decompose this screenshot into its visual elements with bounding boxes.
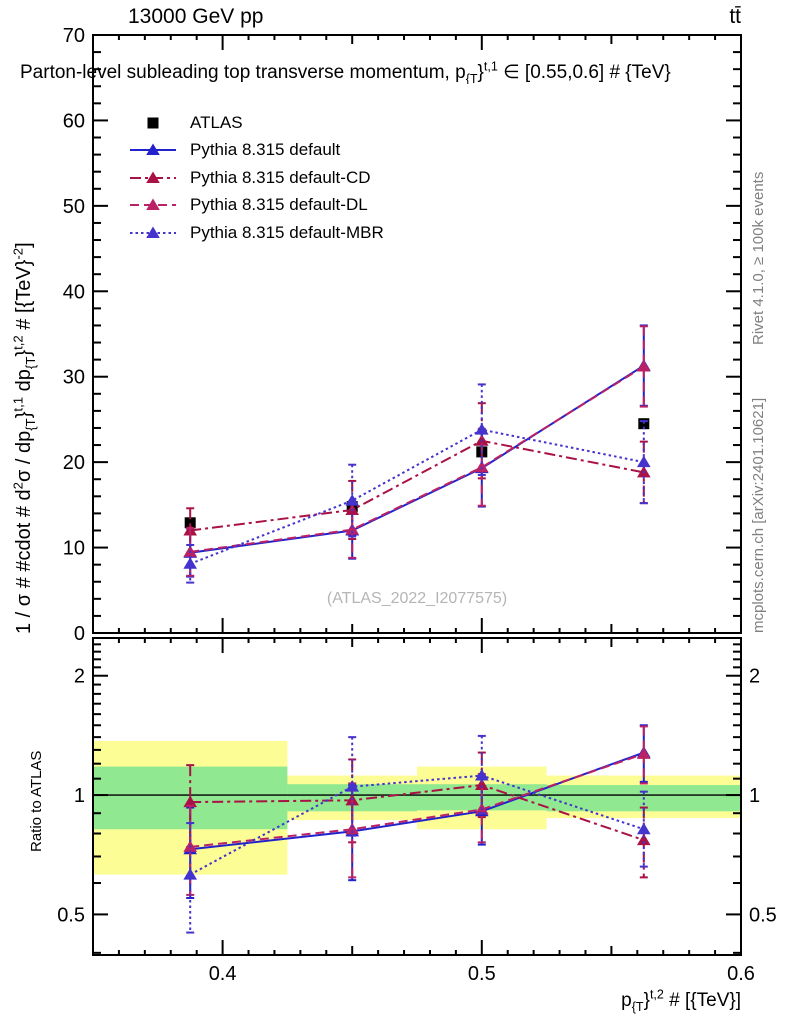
label-segment: # [{TeV} bbox=[13, 259, 35, 336]
analysis-watermark: (ATLAS_2022_I2077575) bbox=[326, 590, 508, 607]
data-point-triangle bbox=[475, 423, 489, 435]
label-segment: dp bbox=[13, 369, 35, 397]
data-point-triangle bbox=[345, 523, 359, 535]
label-segment: 2 bbox=[10, 481, 26, 490]
mcplots-reference-note: mcplots.cern.ch [arXiv:2401.10621] bbox=[750, 397, 767, 633]
data-point-triangle bbox=[637, 747, 651, 759]
triangle-marker-icon bbox=[130, 198, 176, 211]
plot-title: Parton-level subleading top transverse m… bbox=[20, 61, 786, 84]
label-segment: Parton-level subleading top transverse m… bbox=[20, 62, 466, 83]
y-tick-label: 70 bbox=[63, 25, 85, 47]
legend-item: Pythia 8.315 default-MBR bbox=[128, 219, 384, 247]
rivet-version-note: Rivet 4.1.0, ≥ 100k events bbox=[750, 171, 767, 345]
data-point-triangle bbox=[183, 557, 197, 569]
label-segment: t,1 bbox=[10, 396, 26, 412]
x-tick-label: 0.6 bbox=[727, 963, 755, 985]
legend-item: Pythia 8.315 default-DL bbox=[128, 192, 384, 220]
legend-label: ATLAS bbox=[190, 112, 243, 132]
legend-label: Pythia 8.315 default-MBR bbox=[190, 222, 384, 242]
ratio-tick-label-right: 1 bbox=[749, 785, 760, 807]
data-point-triangle bbox=[183, 868, 197, 880]
data-point-triangle bbox=[637, 822, 651, 835]
label-segment: p bbox=[621, 990, 632, 1011]
label-segment: } bbox=[643, 990, 650, 1011]
label-segment: t,2 bbox=[649, 987, 664, 1002]
label-segment: } bbox=[477, 62, 484, 83]
legend-label: Pythia 8.315 default-DL bbox=[190, 195, 368, 215]
label-segment: ] bbox=[13, 242, 35, 248]
main-y-axis-label: 1 / σ # #cdot # d2σ / dp{T}t,1 dp{T}t,2 … bbox=[10, 242, 38, 634]
data-point-triangle bbox=[475, 778, 489, 791]
data-point-triangle bbox=[637, 455, 651, 468]
label-segment: ∈ [0.55,0.6] # {TeV} bbox=[497, 62, 671, 83]
y-tick-label: 20 bbox=[63, 452, 85, 474]
series-main-pythia-8-315-default-cd bbox=[183, 402, 651, 554]
data-point-triangle bbox=[345, 780, 359, 792]
legend-label: Pythia 8.315 default-CD bbox=[190, 167, 371, 187]
data-point-square bbox=[638, 418, 650, 430]
triangle-marker-icon bbox=[130, 143, 176, 156]
label-segment: } bbox=[13, 349, 35, 357]
y-tick-label: 50 bbox=[63, 196, 85, 218]
ratio-tick-label-left: 1 bbox=[74, 785, 85, 807]
x-tick-label: 0.4 bbox=[209, 963, 237, 985]
beam-energy-label: 13000 GeV pp bbox=[128, 5, 264, 28]
x-tick-label: 0.5 bbox=[468, 963, 496, 985]
data-point-triangle bbox=[637, 359, 651, 372]
axis-ticks bbox=[93, 35, 741, 955]
label-segment: σ / dp bbox=[13, 430, 35, 482]
main-panel-frame bbox=[92, 34, 742, 634]
data-point-triangle bbox=[637, 833, 651, 846]
ratio-panel-frame bbox=[92, 637, 742, 956]
legend-item: Pythia 8.315 default-CD bbox=[128, 164, 384, 192]
data-point-square bbox=[184, 517, 196, 529]
legend-label: Pythia 8.315 default bbox=[190, 140, 341, 160]
ratio-tick-label-right: 0.5 bbox=[749, 904, 777, 926]
label-segment: {T bbox=[23, 418, 38, 431]
label-segment: # [{TeV}] bbox=[663, 990, 741, 1011]
label-segment: t,1 bbox=[483, 61, 498, 74]
label-segment: t,2 bbox=[10, 335, 26, 350]
ratio-y-axis-label: Ratio to ATLAS bbox=[28, 750, 45, 852]
legend-item: Pythia 8.315 default bbox=[128, 137, 384, 165]
label-segment: -2 bbox=[10, 247, 26, 260]
series-main-pythia-8-315-default-mbr bbox=[183, 383, 651, 584]
series-main-atlas bbox=[184, 418, 650, 529]
y-tick-label: 40 bbox=[63, 281, 85, 303]
label-segment: {T bbox=[465, 71, 478, 84]
data-point-triangle bbox=[345, 822, 359, 835]
triangle-marker-icon bbox=[130, 171, 176, 183]
ratio-tick-label-left: 2 bbox=[74, 666, 85, 688]
tick-labels: 0 10 20 30 40 50 60 70 0.4 0.5 0.6 0.5 0.5 1 1 2 2 bbox=[57, 25, 777, 985]
y-tick-label: 60 bbox=[63, 110, 85, 132]
y-tick-label: 30 bbox=[63, 367, 85, 389]
label-segment: } bbox=[13, 411, 35, 419]
data-point-triangle bbox=[475, 460, 489, 473]
y-tick-label: 10 bbox=[63, 538, 85, 560]
data-point-triangle bbox=[475, 769, 489, 781]
data-point-triangle bbox=[345, 494, 359, 506]
ratio-tick-label-right: 2 bbox=[749, 666, 760, 688]
data-point-triangle bbox=[183, 795, 197, 808]
square-marker-icon bbox=[147, 117, 159, 129]
label-segment: {T bbox=[23, 356, 38, 370]
legend: ATLAS Pythia 8.315 default Pythia 8.315 de… bbox=[128, 109, 384, 247]
triangle-marker-icon bbox=[130, 226, 176, 238]
x-axis-label: p{T}t,2 # [{TeV}] bbox=[621, 987, 741, 1014]
y-tick-label: 0 bbox=[74, 623, 85, 645]
legend-item: ATLAS bbox=[128, 109, 384, 137]
label-segment: 1 / σ # #cdot # d bbox=[13, 489, 35, 634]
label-segment: {T bbox=[631, 999, 644, 1014]
ratio-tick-label-left: 0.5 bbox=[57, 904, 85, 926]
series-ratio-pythia-8-315-default-mbr bbox=[183, 734, 651, 934]
process-label: tt̄ bbox=[729, 5, 741, 28]
